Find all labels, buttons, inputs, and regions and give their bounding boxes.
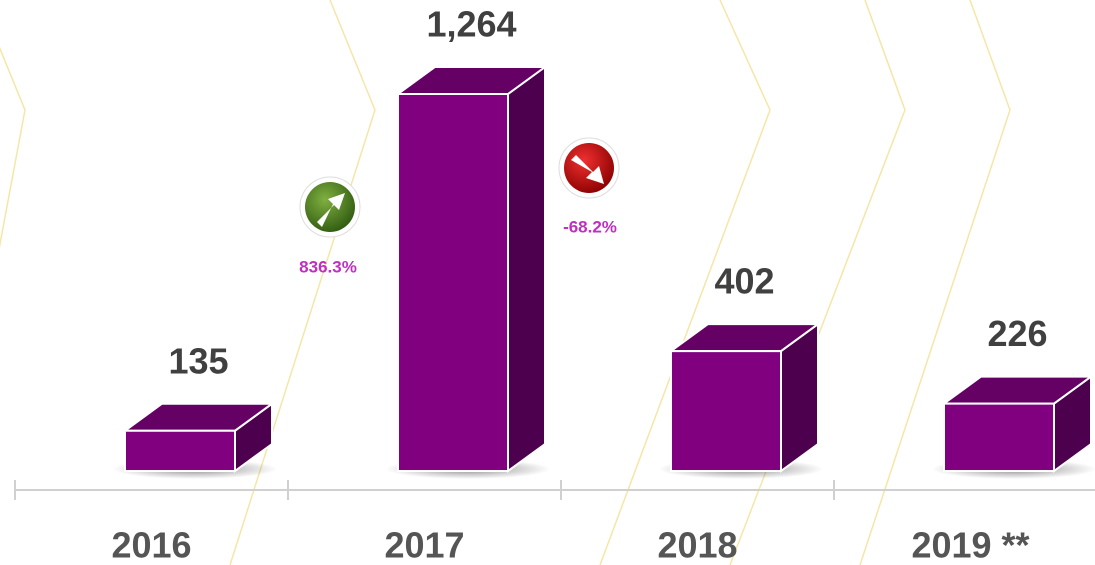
- value-label: 135: [168, 340, 228, 381]
- x-tick-label: 2018: [657, 525, 737, 565]
- bar-face: [943, 402, 1055, 472]
- bar: [394, 65, 549, 473]
- icon-down: [558, 137, 620, 199]
- annotation: -68.2%: [563, 217, 617, 236]
- x-tick-label: 2017: [384, 525, 464, 565]
- x-tick-label: 2019 **: [911, 525, 1029, 565]
- bar-face: [670, 350, 782, 472]
- bar: [940, 374, 1095, 473]
- bar-face: [124, 429, 236, 472]
- x-tick-label: 2016: [111, 525, 191, 565]
- bar-face: [397, 93, 509, 472]
- value-label: 226: [987, 313, 1047, 354]
- value-label: 1,264: [426, 4, 516, 45]
- icon-up: [299, 176, 361, 238]
- bar-face: [507, 65, 546, 473]
- annotation: 836.3%: [299, 257, 357, 276]
- value-label: 402: [714, 261, 774, 302]
- bar: [121, 401, 276, 473]
- bar: [667, 322, 822, 473]
